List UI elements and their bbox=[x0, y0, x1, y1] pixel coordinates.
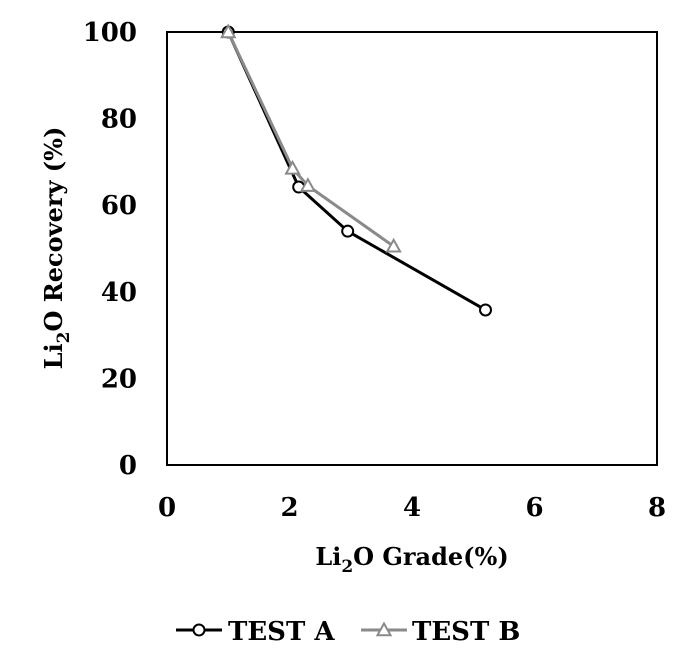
x-tick-label: 0 bbox=[158, 493, 176, 523]
y-axis-title: Li2O Recovery (%) bbox=[39, 127, 74, 370]
y-axis-title-base: Li bbox=[39, 343, 68, 369]
data-point-marker bbox=[341, 224, 355, 238]
y-axis-title-rest: O Recovery (%) bbox=[39, 127, 68, 332]
series-line bbox=[226, 31, 395, 248]
legend-item: TEST A bbox=[176, 617, 335, 647]
x-axis-title-rest: O Grade(%) bbox=[353, 542, 509, 571]
legend: TEST A TEST B bbox=[176, 617, 520, 647]
x-tick-label: 2 bbox=[280, 493, 298, 523]
series-test-b bbox=[220, 23, 402, 253]
series-line bbox=[226, 31, 487, 312]
y-tick-label: 20 bbox=[101, 364, 137, 394]
series-test-a bbox=[221, 25, 492, 317]
data-point-marker bbox=[385, 237, 402, 253]
y-axis-title-subscript: 2 bbox=[54, 331, 74, 343]
plot-area-frame bbox=[166, 31, 658, 466]
x-tick-label: 8 bbox=[648, 493, 666, 523]
x-tick-label: 6 bbox=[525, 493, 543, 523]
legend-label: TEST A bbox=[228, 617, 335, 647]
y-tick-label: 100 bbox=[83, 18, 137, 48]
y-axis-ticks: 0 20 40 60 80 100 bbox=[83, 18, 137, 481]
legend-swatch-marker bbox=[375, 621, 393, 637]
data-point-marker bbox=[220, 23, 237, 39]
legend-item: TEST B bbox=[361, 617, 520, 647]
data-point-marker bbox=[479, 303, 492, 317]
legend-label: TEST B bbox=[412, 617, 520, 647]
series-layer bbox=[220, 23, 492, 317]
y-tick-label: 80 bbox=[101, 105, 137, 135]
y-tick-label: 0 bbox=[119, 451, 137, 481]
x-axis-ticks: 0 2 4 6 8 bbox=[158, 493, 666, 523]
y-tick-label: 60 bbox=[101, 191, 137, 221]
data-point-marker bbox=[284, 159, 301, 175]
x-axis-title: Li2O Grade(%) bbox=[315, 542, 508, 577]
x-axis-title-base: Li bbox=[315, 542, 341, 571]
y-tick-label: 40 bbox=[101, 278, 137, 308]
data-point-marker bbox=[299, 177, 317, 192]
x-tick-label: 4 bbox=[403, 493, 421, 523]
x-axis-title-subscript: 2 bbox=[341, 557, 353, 577]
legend-swatch-marker bbox=[192, 623, 206, 637]
